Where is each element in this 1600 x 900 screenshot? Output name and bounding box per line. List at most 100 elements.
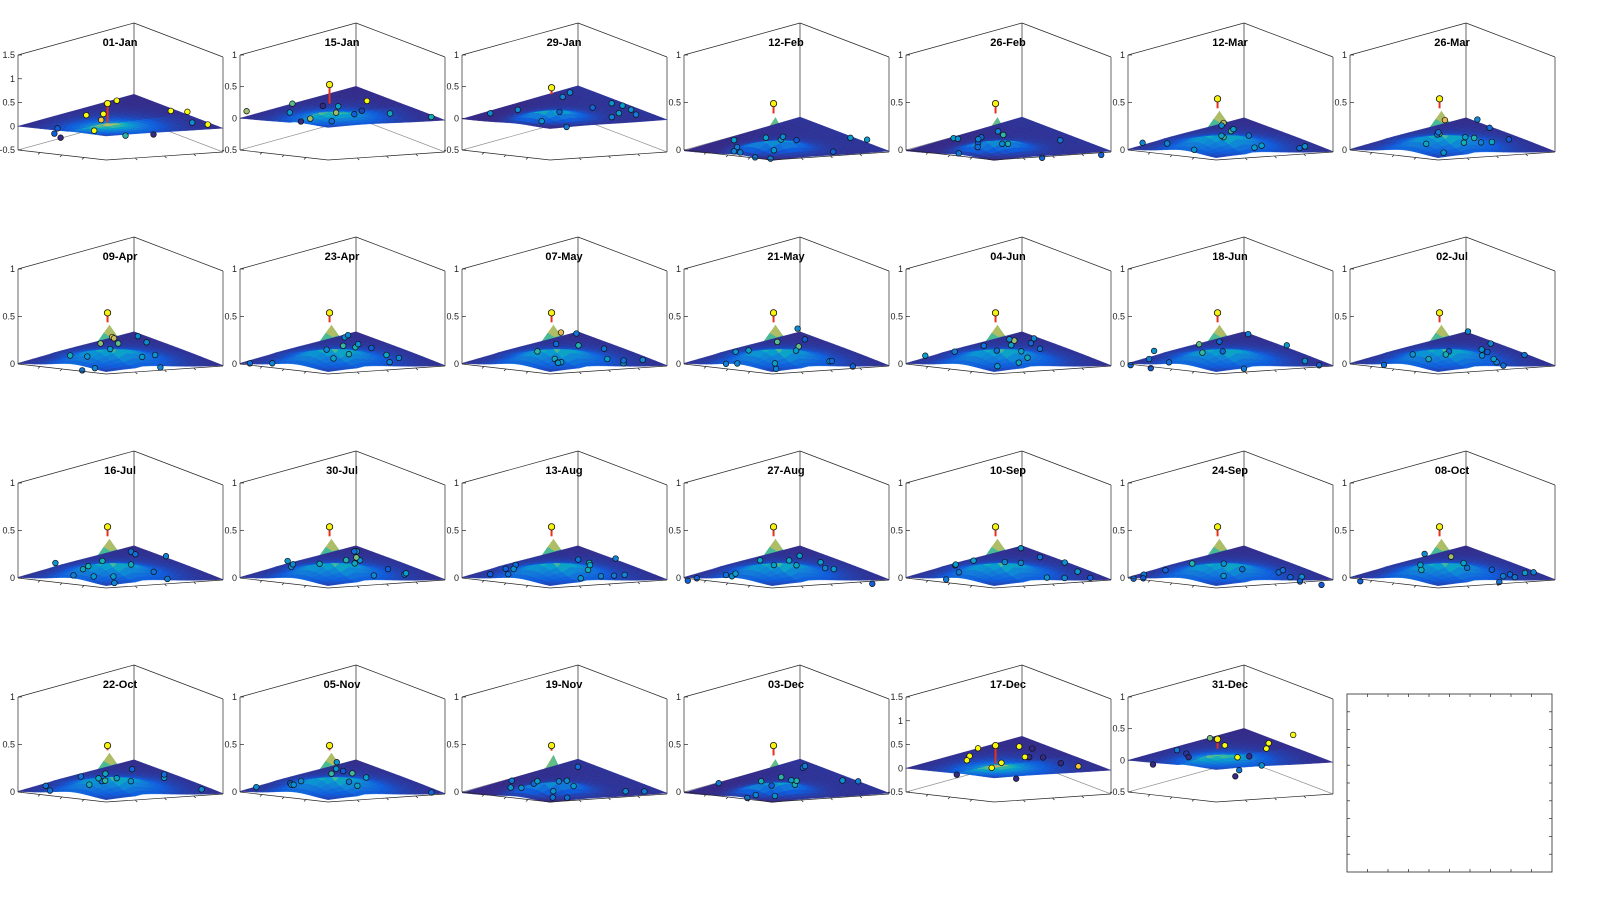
x-tick	[1169, 368, 1173, 372]
data-point	[1230, 126, 1237, 133]
z-tick-label: 0.5	[2, 526, 15, 536]
z-tick-label: 1	[10, 478, 15, 488]
surface-facet	[210, 125, 224, 129]
data-point	[307, 115, 314, 122]
data-point	[608, 100, 615, 107]
y-tick	[1303, 153, 1306, 157]
data-point	[1425, 355, 1432, 363]
z-tick-label: 0.5	[446, 526, 459, 536]
data-point	[132, 551, 139, 558]
data-point	[67, 352, 74, 359]
subplot-title: 30-Jul	[326, 465, 358, 477]
data-point	[383, 351, 390, 359]
y-tick	[357, 157, 360, 161]
data-point	[733, 143, 741, 151]
data-point	[330, 355, 337, 362]
data-point	[487, 110, 494, 117]
data-point	[243, 108, 250, 115]
data-point	[1199, 349, 1206, 356]
data-point	[608, 114, 615, 121]
z-tick-label: 1	[1342, 50, 1347, 60]
y-tick	[637, 367, 640, 371]
z-tick-label: 1	[10, 74, 15, 84]
y-tick	[801, 157, 804, 161]
data-point	[1240, 365, 1248, 372]
y-tick	[830, 155, 833, 159]
box-edge	[355, 450, 446, 486]
x-tick	[59, 154, 63, 158]
peak-point	[769, 309, 778, 317]
x-tick	[1169, 154, 1173, 158]
y-tick	[1245, 371, 1248, 375]
x-tick	[1391, 368, 1395, 372]
box-edge	[577, 22, 668, 58]
data-point	[534, 348, 541, 355]
y-tick	[1274, 369, 1277, 373]
z-tick-label: 0	[1342, 145, 1347, 155]
peak-point	[103, 523, 112, 531]
z-tick-label: -0.5	[221, 145, 237, 155]
data-point	[993, 347, 1000, 354]
y-tick	[1303, 367, 1306, 371]
data-point	[98, 116, 105, 124]
z-tick-label: 0.5	[2, 312, 15, 322]
data-point	[1024, 354, 1031, 361]
data-point	[319, 102, 326, 110]
y-tick	[859, 367, 862, 371]
data-point	[402, 570, 410, 577]
data-point	[627, 106, 635, 113]
z-tick-label: 0.5	[224, 82, 237, 92]
subplot-29-Jan: 29-Jan-0.500.51	[443, 22, 668, 161]
z-tick-label: 0.5	[446, 312, 459, 322]
x-tick	[925, 366, 929, 369]
box-edge	[905, 22, 1023, 56]
x-tick	[37, 152, 41, 155]
z-tick-label: 0.5	[668, 312, 681, 322]
data-point	[538, 118, 545, 125]
data-point	[994, 363, 1001, 370]
data-point	[563, 123, 570, 131]
data-point	[139, 353, 146, 361]
box-edge	[133, 450, 224, 486]
data-point	[955, 150, 962, 157]
data-point	[1301, 143, 1309, 150]
z-tick-label: 1	[1120, 264, 1125, 274]
z-tick-label: 0	[10, 359, 15, 369]
data-point	[189, 119, 196, 126]
data-point	[1500, 362, 1507, 369]
y-tick	[579, 157, 582, 161]
data-point	[722, 360, 730, 367]
data-point	[184, 108, 191, 115]
data-point	[1521, 351, 1528, 359]
data-point	[351, 548, 358, 555]
surface-facet	[432, 117, 446, 121]
data-point	[90, 573, 97, 580]
data-point	[297, 118, 305, 125]
y-tick	[637, 153, 640, 157]
z-tick-label: 1.5	[2, 50, 15, 60]
x-tick	[281, 154, 285, 158]
box-edge	[133, 236, 224, 272]
y-tick	[135, 371, 138, 375]
data-point	[1036, 345, 1044, 352]
data-point	[79, 367, 86, 374]
z-tick-label: 1	[1120, 50, 1125, 60]
data-point	[1283, 342, 1290, 349]
data-point	[97, 340, 104, 347]
data-point	[289, 561, 297, 568]
data-point	[772, 365, 780, 373]
data-point	[1245, 330, 1252, 338]
surface	[683, 324, 890, 372]
subplot-title: 23-Apr	[325, 251, 361, 263]
data-point	[1164, 140, 1171, 147]
z-tick-label: 0.5	[1112, 98, 1125, 108]
peak-point	[1213, 309, 1222, 317]
data-point	[615, 110, 623, 117]
z-tick-label: 0.5	[890, 98, 903, 108]
data-point	[779, 133, 787, 140]
z-tick-label: 1	[676, 50, 681, 60]
data-point	[151, 351, 159, 359]
